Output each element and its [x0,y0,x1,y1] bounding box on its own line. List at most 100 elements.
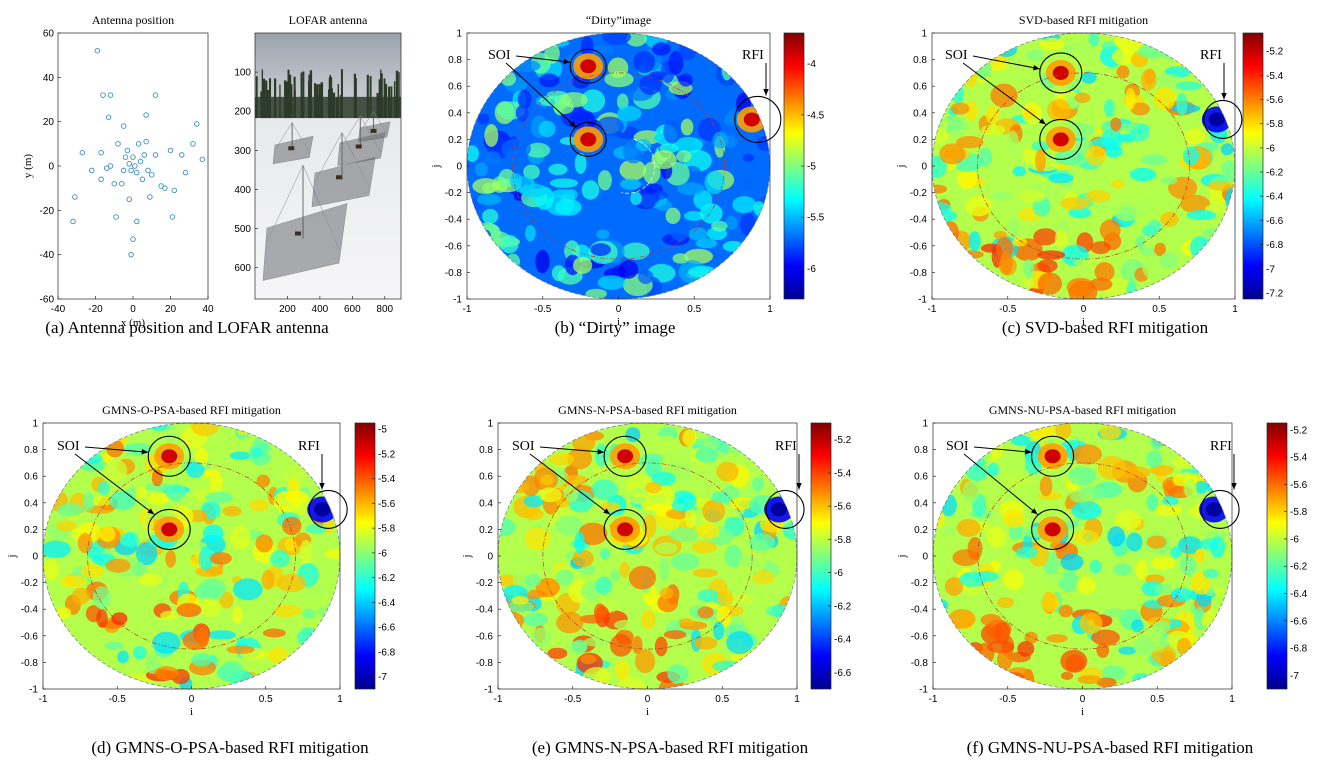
antenna-point [167,147,174,154]
field-patch [285,490,309,504]
field-patch [1008,467,1027,481]
field-patch [226,645,255,654]
field-patch [472,178,500,194]
rfi-label: RFI [1210,439,1232,454]
field-patch [635,139,652,152]
field-patch [725,215,738,230]
field-patch [43,540,71,559]
y-tick-label: 0.2 [914,525,928,536]
antenna-point [132,163,138,169]
field-patch [467,145,479,162]
y-tick-label: 0.2 [479,525,493,536]
intensity-field [498,423,797,689]
soi-arrow [529,453,611,515]
field-patch [678,73,693,87]
field-patch [657,593,679,613]
field-patch [515,104,529,122]
field-patch [995,549,1020,566]
field-patch [1089,559,1102,574]
field-patch [651,471,676,486]
y-tick-label: -20 [40,206,55,217]
antenna-point [199,156,206,163]
field-patch [716,461,739,482]
field-patch [939,143,966,165]
y-tick-label: 0 [456,162,462,173]
x-tick-label: 0 [1081,304,1087,315]
field-patch [549,178,578,188]
field-patch [152,631,181,654]
soi-arrow [972,55,1040,70]
field-patch [669,527,699,543]
field-patch [987,463,1000,477]
antenna-point [152,152,159,158]
field-patch [1023,259,1035,280]
field-patch [185,541,207,550]
field-patch [222,505,242,517]
x-tick-label: 0 [616,304,622,315]
antenna-point [100,92,106,98]
heatmap-panel: GMNS-O-PSA-based RFI mitigation -1 -0.5 0 0.… [6,403,396,718]
field-patch [607,57,629,79]
x-axis-label: i [617,316,620,328]
field-patch [154,666,179,681]
field-patch [669,218,690,242]
field-patch [640,609,656,630]
field-patch [1146,535,1167,549]
field-patch [993,230,1008,240]
y-tick-label: -0.6 [910,241,928,252]
field-patch [144,482,173,492]
colorbar-tick-label: -5.4 [378,474,396,485]
field-patch [1060,671,1074,680]
field-patch [1008,218,1019,239]
field-patch [1137,196,1153,215]
field-patch [523,495,544,508]
soi-label: SOI [512,439,535,454]
field-patch [132,561,146,578]
rfi-circle [765,489,805,530]
field-patch [739,553,766,573]
field-patch [684,248,713,264]
antenna-point [169,214,176,220]
colorbar-tick-label: -6.4 [1290,589,1308,600]
field-patch [525,224,536,242]
field-patch [1096,677,1117,688]
field-patch [1099,219,1121,242]
field-patch [190,423,220,437]
colorbar-tick-label: -6.8 [378,647,396,658]
field-patch [597,170,612,191]
antenna-point [122,154,129,160]
field-patch [596,116,624,137]
field-patch [256,474,271,488]
x-tick-label: 40 [202,304,214,315]
field-patch [1170,546,1182,558]
field-patch [199,578,226,600]
y-tick-label: 100 [234,68,251,79]
x-tick-label: 800 [376,304,393,315]
rfi-circle [1200,489,1240,530]
antenna-point [98,149,104,156]
field-patch [572,549,594,568]
field-patch [1074,92,1091,103]
field-patch [962,480,980,504]
antenna-point [118,180,125,187]
y-tick-label: 0.6 [479,472,493,483]
field-patch [1194,548,1206,564]
soi-arrow-head [1032,65,1040,71]
x-tick-label: 1 [337,694,343,705]
field-patch [482,208,499,224]
field-patch [981,124,1006,136]
y-tick-label: 0.8 [24,445,38,456]
field-patch [71,587,90,605]
field-patch [578,522,608,546]
field-patch [652,42,671,56]
y-tick-label: -0.6 [445,241,463,252]
field-patch [955,136,984,149]
x-tick-label: -0.5 [999,694,1017,705]
source-core [771,502,788,517]
field-patch [548,453,575,466]
field-patch [195,566,224,577]
field-patch [507,600,534,613]
y-tick-label: 1 [921,29,927,40]
tree [340,69,343,119]
colorbar-tick-label: -6.2 [1290,562,1308,573]
